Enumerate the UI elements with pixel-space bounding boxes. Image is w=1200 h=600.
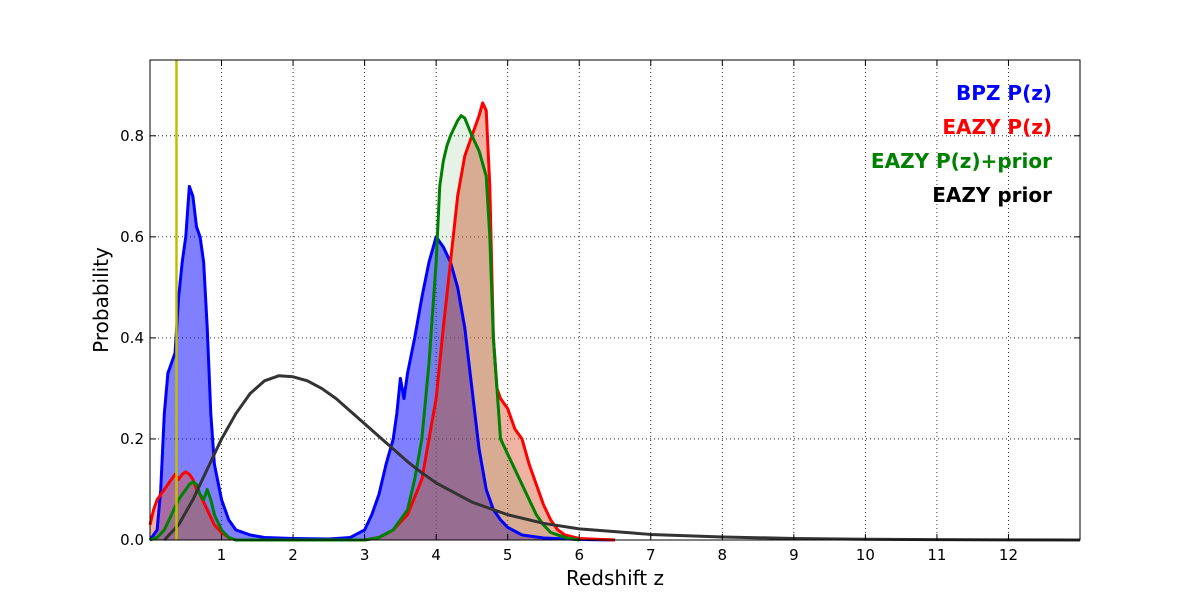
plot-frame [149, 59, 1081, 541]
series-line-eazy-prior [163, 374, 1081, 542]
y-tick-label: 0.6 [120, 228, 144, 246]
y-tick-label: 0.2 [120, 430, 144, 448]
x-tick-label: 10 [856, 546, 875, 564]
x-tick-label: 12 [999, 546, 1018, 564]
x-tick-label: 9 [789, 546, 799, 564]
x-tick-label: 11 [927, 546, 946, 564]
tick-layer: 1 2 3 4 5 6 7 8 9 10 11 120.00.20.40.60.8 [120, 60, 1080, 564]
series-fill-bpz-p-z [150, 186, 615, 540]
x-tick-label: 6 [574, 546, 584, 564]
y-tick-label: 0.8 [120, 127, 144, 145]
legend-entry-eazy-prior: EAZY prior [932, 183, 1052, 207]
x-tick-label: 3 [360, 546, 370, 564]
x-tick-label: 2 [288, 546, 298, 564]
series-fill-eazy-p-z-prior [150, 115, 580, 540]
x-tick-label: 5 [503, 546, 513, 564]
series-line-bpz-p-z [148, 184, 616, 542]
legend-entry-eazy-p-z-prior: EAZY P(z)+prior [871, 149, 1052, 173]
legend: BPZ P(z) EAZY P(z) EAZY P(z)+prior EAZY pri… [871, 81, 1052, 207]
x-tick-label: 1 [217, 546, 227, 564]
x-axis-label: Redshift z [566, 566, 664, 590]
y-tick-label: 0.0 [120, 531, 144, 549]
series-line-layer [148, 101, 1081, 542]
series-line-eazy-p-z-prior [149, 114, 580, 542]
legend-entry-eazy-p-z: EAZY P(z) [942, 115, 1052, 139]
x-tick-label: 4 [431, 546, 441, 564]
x-tick-label: 8 [718, 546, 728, 564]
grid-layer [150, 60, 1080, 540]
series-line-eazy-p-z [148, 101, 616, 542]
x-tick-label: 7 [646, 546, 656, 564]
y-axis-label: Probability [89, 247, 113, 353]
legend-entry-bpz-p-z: BPZ P(z) [956, 81, 1052, 105]
y-tick-label: 0.4 [120, 329, 144, 347]
